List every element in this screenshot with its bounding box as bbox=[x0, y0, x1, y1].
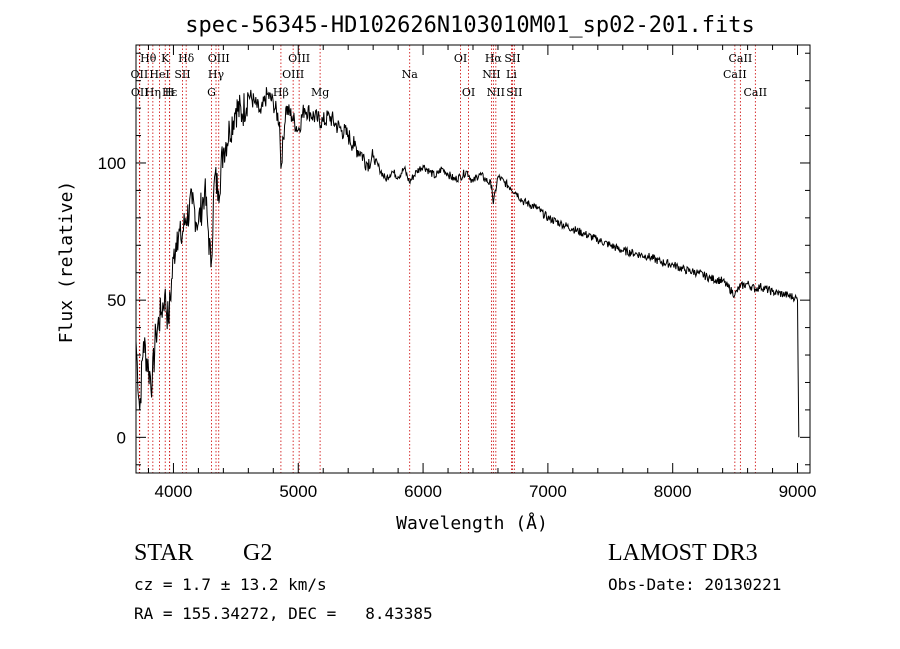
chart-title: spec-56345-HD102626N103010M01_sp02-201.f… bbox=[185, 13, 755, 38]
line-label: OIII bbox=[208, 52, 230, 65]
line-label: CaII bbox=[743, 86, 767, 99]
line-label: SII bbox=[504, 52, 520, 65]
x-tick-label: 8000 bbox=[654, 482, 692, 501]
x-tick-label: 5000 bbox=[279, 482, 317, 501]
line-label: Hη bbox=[145, 86, 161, 99]
x-tick-label: 7000 bbox=[529, 482, 567, 501]
subclass: G2 bbox=[243, 540, 273, 566]
line-label: NII bbox=[487, 86, 505, 99]
line-label: Hβ bbox=[273, 86, 289, 99]
line-label: K bbox=[161, 52, 170, 65]
y-tick-label: 50 bbox=[107, 291, 126, 310]
line-label: OIII bbox=[282, 68, 304, 81]
line-label: OII bbox=[131, 68, 149, 81]
line-label: Hε bbox=[162, 86, 178, 99]
line-label: OI bbox=[454, 52, 467, 65]
x-tick-label: 4000 bbox=[155, 482, 193, 501]
line-label: Hγ bbox=[208, 68, 225, 81]
spectrum-line bbox=[135, 87, 800, 438]
line-label: Hδ bbox=[178, 52, 195, 65]
y-tick-label: 0 bbox=[117, 428, 126, 447]
line-label: OIII bbox=[288, 52, 310, 65]
line-label: OI bbox=[462, 86, 475, 99]
line-label: Hθ bbox=[140, 52, 157, 65]
line-label: OII bbox=[131, 86, 149, 99]
line-label: HeI bbox=[149, 68, 169, 81]
line-label: CaII bbox=[729, 52, 753, 65]
line-label: Hα bbox=[485, 52, 503, 65]
obs-date: Obs-Date: 20130221 bbox=[608, 575, 782, 594]
cz-value: cz = 1.7 ± 13.2 km/s bbox=[134, 575, 327, 594]
object-class: STAR bbox=[134, 540, 194, 566]
y-tick-label: 100 bbox=[98, 154, 126, 173]
line-label: CaII bbox=[723, 68, 747, 81]
line-label: SII bbox=[174, 68, 190, 81]
line-label: NII bbox=[482, 68, 500, 81]
line-label: Li bbox=[506, 68, 517, 81]
line-label: H bbox=[165, 86, 175, 99]
line-label: Na bbox=[402, 68, 419, 81]
x-axis-label: Wavelength (Å) bbox=[396, 512, 548, 534]
spectrum-chart: spec-56345-HD102626N103010M01_sp02-201.f… bbox=[56, 13, 817, 534]
line-label: Mg bbox=[311, 86, 329, 99]
ra-dec-coords: RA = 155.34272, DEC = 8.43385 bbox=[134, 604, 433, 623]
x-tick-label: 9000 bbox=[779, 482, 817, 501]
x-tick-label: 6000 bbox=[404, 482, 442, 501]
y-axis-label: Flux (relative) bbox=[56, 181, 77, 344]
survey-label: LAMOST DR3 bbox=[608, 540, 758, 566]
line-label: G bbox=[207, 86, 216, 99]
line-label: SII bbox=[506, 86, 522, 99]
